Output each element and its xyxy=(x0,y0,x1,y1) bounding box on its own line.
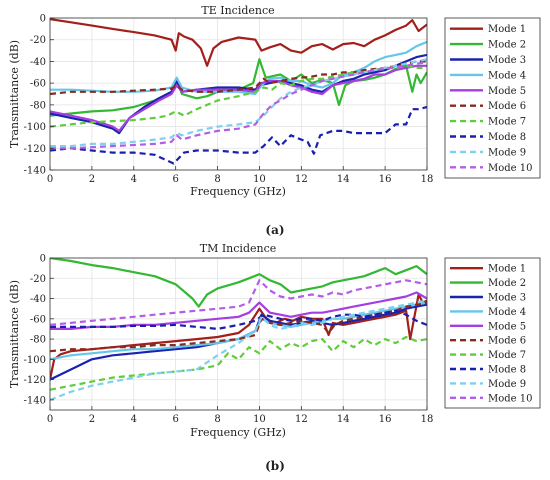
chart-te-series-mode-7 xyxy=(50,64,427,128)
chart-te-xtick-label: 6 xyxy=(172,174,178,185)
chart-tm-series-mode-1 xyxy=(50,293,427,380)
chart-te-series-mode-5 xyxy=(50,64,427,132)
chart-te-ytick-label: 0 xyxy=(40,14,46,25)
chart-te-background xyxy=(50,18,427,170)
chart-tm-ticks: 0 2 4 6 8 10 12 14 16 18 0 -20 -40 -60 -80 -100 -120 -140 xyxy=(24,254,434,426)
chart-te-xtick-label: 2 xyxy=(89,174,95,185)
chart-te-xtick-label: 12 xyxy=(295,174,308,185)
chart-tm-legend-label: Mode 4 xyxy=(488,307,526,318)
chart-tm-series-mode-8 xyxy=(50,309,427,330)
chart-te-legend-label: Mode 4 xyxy=(488,70,526,81)
chart-tm-xtick-label: 14 xyxy=(337,414,350,425)
caption-b: (b) xyxy=(265,459,285,473)
chart-te-series-mode-9 xyxy=(50,58,427,148)
chart-tm-xtick-label: 12 xyxy=(295,414,308,425)
chart-tm-xtick-label: 2 xyxy=(89,414,95,425)
chart-tm-legend-label: Mode 8 xyxy=(488,365,526,376)
chart-te-ytick-label: -120 xyxy=(24,144,46,155)
chart-te-ytick-label: -100 xyxy=(24,122,46,133)
chart-tm-incidence: 0 2 4 6 8 10 12 14 16 18 0 -20 -40 -60 -80 -100 -120 -140… xyxy=(8,242,541,439)
chart-te-legend-label: Mode 7 xyxy=(488,117,526,128)
chart-te-ytick-label: -40 xyxy=(30,57,46,68)
chart-tm-ytick-label: -100 xyxy=(24,355,46,366)
chart-te-legend: Mode 1 Mode 2 Mode 3 Mode 4 Mode 5 Mode 6 Mode… xyxy=(444,17,541,179)
chart-tm-legend: Mode 1 Mode 2 Mode 3 Mode 4 Mode 5 Mode 6 Mode… xyxy=(444,257,541,409)
chart-te-frame xyxy=(49,17,428,171)
chart-te-xtick-label: 0 xyxy=(47,174,53,185)
chart-tm-legend-label: Mode 1 xyxy=(488,264,526,275)
chart-te-xtick-label: 4 xyxy=(131,174,137,185)
chart-te-xtick-label: 8 xyxy=(214,174,220,185)
chart-tm-legend-label: Mode 7 xyxy=(488,350,526,361)
chart-te-title: TE Incidence xyxy=(201,4,274,17)
chart-tm-ytick-label: -40 xyxy=(30,294,46,305)
chart-tm-ytick-label: 0 xyxy=(40,254,46,265)
chart-te-legend-label: Mode 8 xyxy=(488,132,526,143)
chart-tm-legend-label: Mode 9 xyxy=(488,379,526,390)
chart-te-incidence: 0 2 4 6 8 10 12 14 16 18 0 -20 -40 -60 -80 -100 -120 -140… xyxy=(8,4,541,198)
chart-te-series-mode-10 xyxy=(50,61,427,150)
chart-tm-xtick-label: 0 xyxy=(47,414,53,425)
chart-tm-xtick-label: 6 xyxy=(172,414,178,425)
chart-te-xtick-label: 10 xyxy=(253,174,266,185)
chart-tm-legend-label: Mode 6 xyxy=(488,336,526,347)
chart-tm-xtick-label: 4 xyxy=(131,414,137,425)
chart-te-xtick-label: 16 xyxy=(379,174,392,185)
chart-tm-title: TM Incidence xyxy=(200,242,277,255)
chart-tm-frame xyxy=(49,257,428,411)
chart-tm-xlabel: Frequency (GHz) xyxy=(190,426,286,439)
chart-tm-ytick-label: -60 xyxy=(30,314,46,325)
chart-tm-series-mode-7 xyxy=(50,335,427,391)
chart-te-xlabel: Frequency (GHz) xyxy=(190,185,286,198)
chart-tm-ytick-label: -80 xyxy=(30,335,46,346)
chart-te-series-mode-8 xyxy=(50,105,427,165)
chart-te-xtick-label: 14 xyxy=(337,174,350,185)
chart-te-ylabel: Transmittance (dB) xyxy=(8,40,21,148)
chart-tm-xtick-label: 8 xyxy=(214,414,220,425)
chart-te-legend-label: Mode 6 xyxy=(488,101,526,112)
chart-tm-xtick-label: 18 xyxy=(421,414,434,425)
chart-tm-xtick-label: 10 xyxy=(253,414,266,425)
chart-te-series-layer xyxy=(50,18,427,165)
chart-te-ytick-label: -80 xyxy=(30,100,46,111)
chart-te-ytick-label: -20 xyxy=(30,35,46,46)
chart-tm-legend-label: Mode 5 xyxy=(488,321,526,332)
chart-te-series-mode-1 xyxy=(50,18,427,67)
chart-te-legend-label: Mode 10 xyxy=(488,163,532,174)
chart-te-legend-label: Mode 5 xyxy=(488,86,526,97)
chart-te-xtick-label: 18 xyxy=(421,174,434,185)
chart-tm-legend-label: Mode 3 xyxy=(488,293,526,304)
chart-tm-series-mode-3 xyxy=(50,303,427,381)
chart-tm-series-mode-4 xyxy=(50,301,427,361)
chart-te-legend-label: Mode 2 xyxy=(488,40,526,51)
chart-tm-series-mode-2 xyxy=(50,258,427,308)
chart-tm-ytick-label: -120 xyxy=(24,375,46,386)
chart-te-ytick-label: -140 xyxy=(24,166,46,177)
chart-tm-series-mode-9 xyxy=(50,299,427,401)
chart-tm-xtick-label: 16 xyxy=(379,414,392,425)
chart-tm-legend-label: Mode 10 xyxy=(488,393,532,404)
chart-tm-ytick-label: -140 xyxy=(24,395,46,406)
chart-te-legend-label: Mode 9 xyxy=(488,147,526,158)
chart-tm-series-layer xyxy=(50,258,427,401)
chart-te-legend-label: Mode 1 xyxy=(488,24,526,35)
chart-te-ytick-label: -60 xyxy=(30,79,46,90)
chart-tm-series-mode-10 xyxy=(50,279,427,326)
chart-tm-ytick-label: -20 xyxy=(30,274,46,285)
chart-tm-ylabel: Transmittance (dB) xyxy=(8,280,21,388)
chart-te-ticks: 0 2 4 6 8 10 12 14 16 18 0 -20 -40 -60 -80 -100 -120 -140 xyxy=(24,14,434,186)
caption-a: (a) xyxy=(265,223,284,237)
chart-te-legend-label: Mode 3 xyxy=(488,55,526,66)
chart-tm-legend-label: Mode 2 xyxy=(488,278,526,289)
